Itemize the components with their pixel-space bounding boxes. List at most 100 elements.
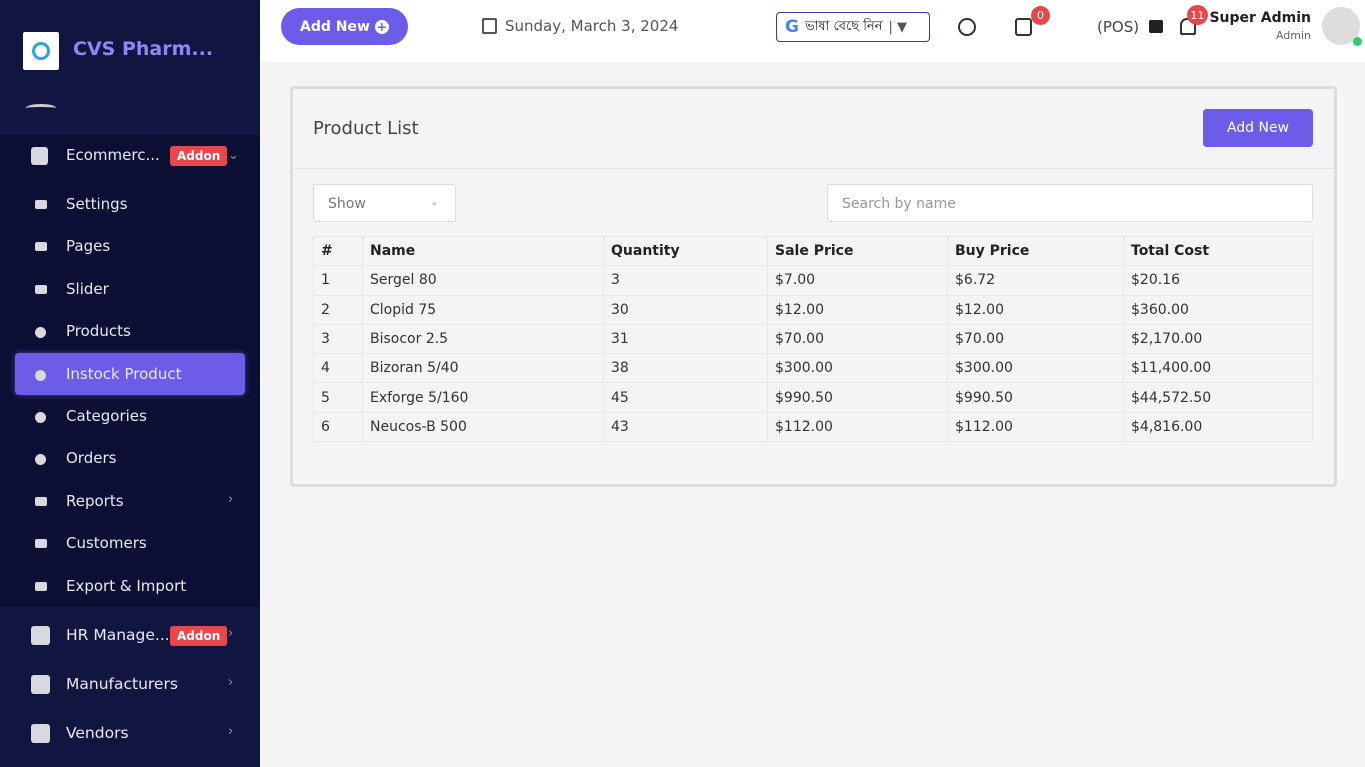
menu-icon	[35, 284, 47, 294]
box-icon[interactable]	[1015, 18, 1032, 36]
table-cell: Bisocor 2.5	[363, 324, 604, 355]
menu-icon	[35, 581, 47, 591]
table-cell: 38	[604, 354, 768, 384]
active-highlight	[15, 353, 245, 395]
divider	[293, 168, 1334, 169]
menu-icon	[31, 724, 50, 743]
chevron: ›	[228, 675, 234, 690]
dropdown-arrow: | ▼	[888, 19, 907, 35]
table-cell: $11,400.00	[1124, 354, 1313, 384]
notification-count: 11	[1187, 5, 1208, 25]
menu-icon	[35, 327, 46, 339]
date: Sunday, March 3, 2024	[505, 17, 679, 35]
dropdown-arrow: ⌄	[429, 195, 439, 208]
table-cell: 3	[604, 266, 768, 296]
column-header: #	[314, 237, 363, 267]
table-cell: Neucos-B 500	[363, 412, 604, 443]
plus-icon: +	[374, 19, 389, 34]
table-cell: $300.00	[768, 354, 948, 384]
search-placeholder: Search by name	[842, 196, 956, 212]
table-cell: Sergel 80	[363, 266, 604, 296]
table-cell: $7.00	[768, 266, 948, 296]
table-cell: $112.00	[948, 412, 1124, 443]
table-cell: $2,170.00	[1124, 324, 1313, 355]
menu-item[interactable]: Vendors	[66, 724, 129, 742]
table-cell: $6.72	[948, 266, 1124, 296]
table-cell: 30	[604, 295, 768, 325]
chevron: ⌄	[228, 148, 239, 163]
menu-icon	[35, 539, 47, 549]
table-cell: Clopid 75	[363, 295, 604, 325]
table-cell: $112.00	[768, 412, 948, 443]
sidebar: CVS Pharm... Ecommerc... Addon ⌄ Setting…	[0, 0, 260, 767]
menu-item[interactable]: Slider	[66, 279, 109, 298]
add-new-button[interactable]: Add New +	[281, 8, 408, 45]
menu-item[interactable]: Products	[66, 322, 131, 341]
table-cell: $12.00	[768, 295, 948, 325]
menu-item[interactable]: Ecommerc...	[66, 146, 160, 164]
chevron: ›	[228, 724, 234, 739]
menu-icon	[35, 496, 47, 506]
bag-icon	[31, 147, 48, 165]
menu-item[interactable]: Pages	[66, 237, 111, 256]
menu-item[interactable]: HR Manage...	[66, 626, 170, 644]
chevron: ›	[228, 491, 234, 507]
table-cell: $990.50	[948, 383, 1124, 413]
show-label: Show	[328, 196, 366, 212]
product-table: # Name Quantity Sale Price Buy Price Total Co…	[313, 236, 1313, 443]
brand: CVS Pharm...	[73, 38, 214, 60]
button-label: Add New	[300, 18, 370, 35]
table-cell: 43	[604, 412, 768, 443]
column-header: Total Cost	[1124, 237, 1313, 267]
menu-icon	[35, 200, 47, 209]
pos-link[interactable]: (POS)	[1097, 18, 1140, 36]
online-dot	[1353, 37, 1362, 46]
addon-badge: Addon	[170, 626, 228, 646]
globe-icon[interactable]	[958, 18, 976, 36]
calendar-icon	[482, 18, 497, 34]
button-label: Add New	[1226, 120, 1290, 136]
table-cell: $990.50	[768, 383, 948, 413]
table-cell: $44,572.50	[1124, 383, 1313, 413]
show-select[interactable]: Show ⌄	[313, 184, 456, 222]
table-cell: 5	[314, 383, 363, 413]
product-card: Product List Add New Show ⌄ Search by nam…	[290, 86, 1337, 487]
table-cell: Bizoran 5/40	[363, 354, 604, 384]
table-cell: 45	[604, 383, 768, 413]
table-cell: $4,816.00	[1124, 412, 1313, 443]
menu-item[interactable]: Settings	[66, 195, 128, 213]
menu-icon	[35, 242, 47, 252]
menu-item[interactable]: Orders	[66, 449, 117, 468]
add-new-button[interactable]: Add New	[1203, 109, 1313, 147]
table-cell: $20.16	[1124, 266, 1313, 296]
column-header: Buy Price	[948, 237, 1124, 267]
menu-icon	[35, 412, 46, 423]
menu-item[interactable]: Reports	[66, 491, 124, 510]
menu-icon	[35, 454, 46, 466]
table-cell: 1	[314, 266, 363, 296]
language-select[interactable]: G ভাষা বেছে নিন | ▼	[776, 12, 930, 42]
cart-count: 0	[1031, 6, 1050, 25]
search-input[interactable]: Search by name	[827, 184, 1313, 222]
table-cell: $12.00	[948, 295, 1124, 325]
user-role: Admin	[1275, 29, 1311, 42]
menu-item[interactable]: Manufacturers	[66, 675, 178, 693]
card-title: Product List	[313, 118, 419, 139]
table-cell: $300.00	[948, 354, 1124, 384]
chevron: ›	[228, 626, 234, 641]
menu-icon	[31, 675, 50, 694]
language-label: ভাষা বেছে নিন	[804, 18, 883, 34]
table-cell: $70.00	[948, 324, 1124, 355]
table-cell: $70.00	[768, 324, 948, 355]
column-header: Quantity	[604, 237, 768, 267]
menu-item[interactable]: Instock Product	[66, 364, 182, 383]
header: Add New + Sunday, March 3, 2024 G ভাষা বেছ…	[260, 0, 1365, 62]
user-name: Super Admin	[1209, 10, 1311, 26]
logo	[23, 32, 59, 70]
menu-item[interactable]: Customers	[66, 534, 147, 553]
menu-item[interactable]: Export & Import	[66, 576, 187, 595]
printer-icon[interactable]	[1149, 20, 1163, 33]
column-header: Sale Price	[768, 237, 948, 267]
menu-item[interactable]: Categories	[66, 407, 147, 425]
